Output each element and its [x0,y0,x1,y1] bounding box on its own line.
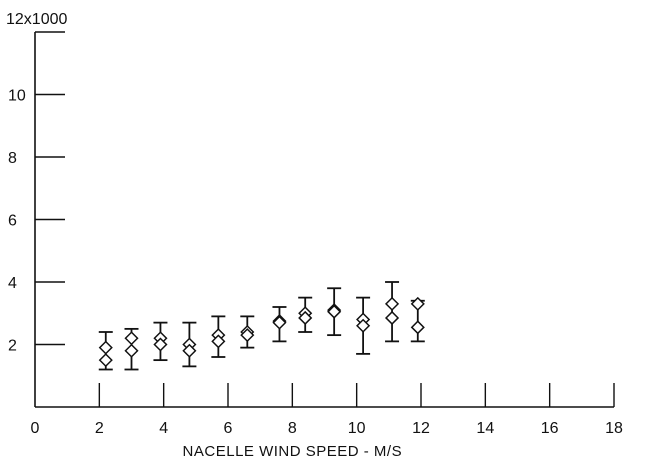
data-point-diamond [384,296,400,311]
y-ticks: 2 4 6 8 10 12x1000 [6,11,67,355]
data-point-diamond [356,318,371,333]
data-point-diamond [124,331,139,346]
x-tick-label: 2 [95,420,104,437]
y-tick-label: 6 [8,213,17,230]
x-tick-label: 6 [224,420,233,437]
data-point-diamond [272,315,287,330]
data-point-diamond [410,296,425,311]
data-point-diamond [327,304,342,319]
x-tick-label: 0 [31,420,40,437]
x-tick-label: 10 [348,420,366,437]
x-tick-label: 18 [605,420,623,437]
error-bars [98,281,425,371]
data-point-diamond [298,310,313,325]
data-point-diamond [124,343,139,358]
data-points [98,296,425,368]
y-tick-label: 10 [8,88,26,105]
data-point-diamond [240,328,255,343]
y-tick-label: 2 [8,338,17,355]
x-tick-label: 4 [159,420,168,437]
data-point-diamond [153,337,168,352]
x-ticks: 0 2 4 6 8 10 12 14 16 18 [31,383,623,437]
data-point-diamond [98,353,113,368]
data-point-diamond [410,320,425,335]
data-point-diamond [384,310,400,325]
x-tick-label: 12 [412,420,430,437]
data-point-diamond [182,343,197,358]
y-axis-scale-label: 12x1000 [6,11,67,28]
data-point-diamond [211,334,226,349]
x-tick-label: 8 [288,420,297,437]
x-tick-label: 14 [476,420,494,437]
chart-axes [34,32,614,408]
y-tick-label: 4 [8,275,17,292]
x-tick-label: 16 [541,420,559,437]
x-axis-title: NACELLE WIND SPEED - M/S [183,443,403,460]
y-tick-label: 8 [8,150,17,167]
data-point-diamond [98,340,113,355]
